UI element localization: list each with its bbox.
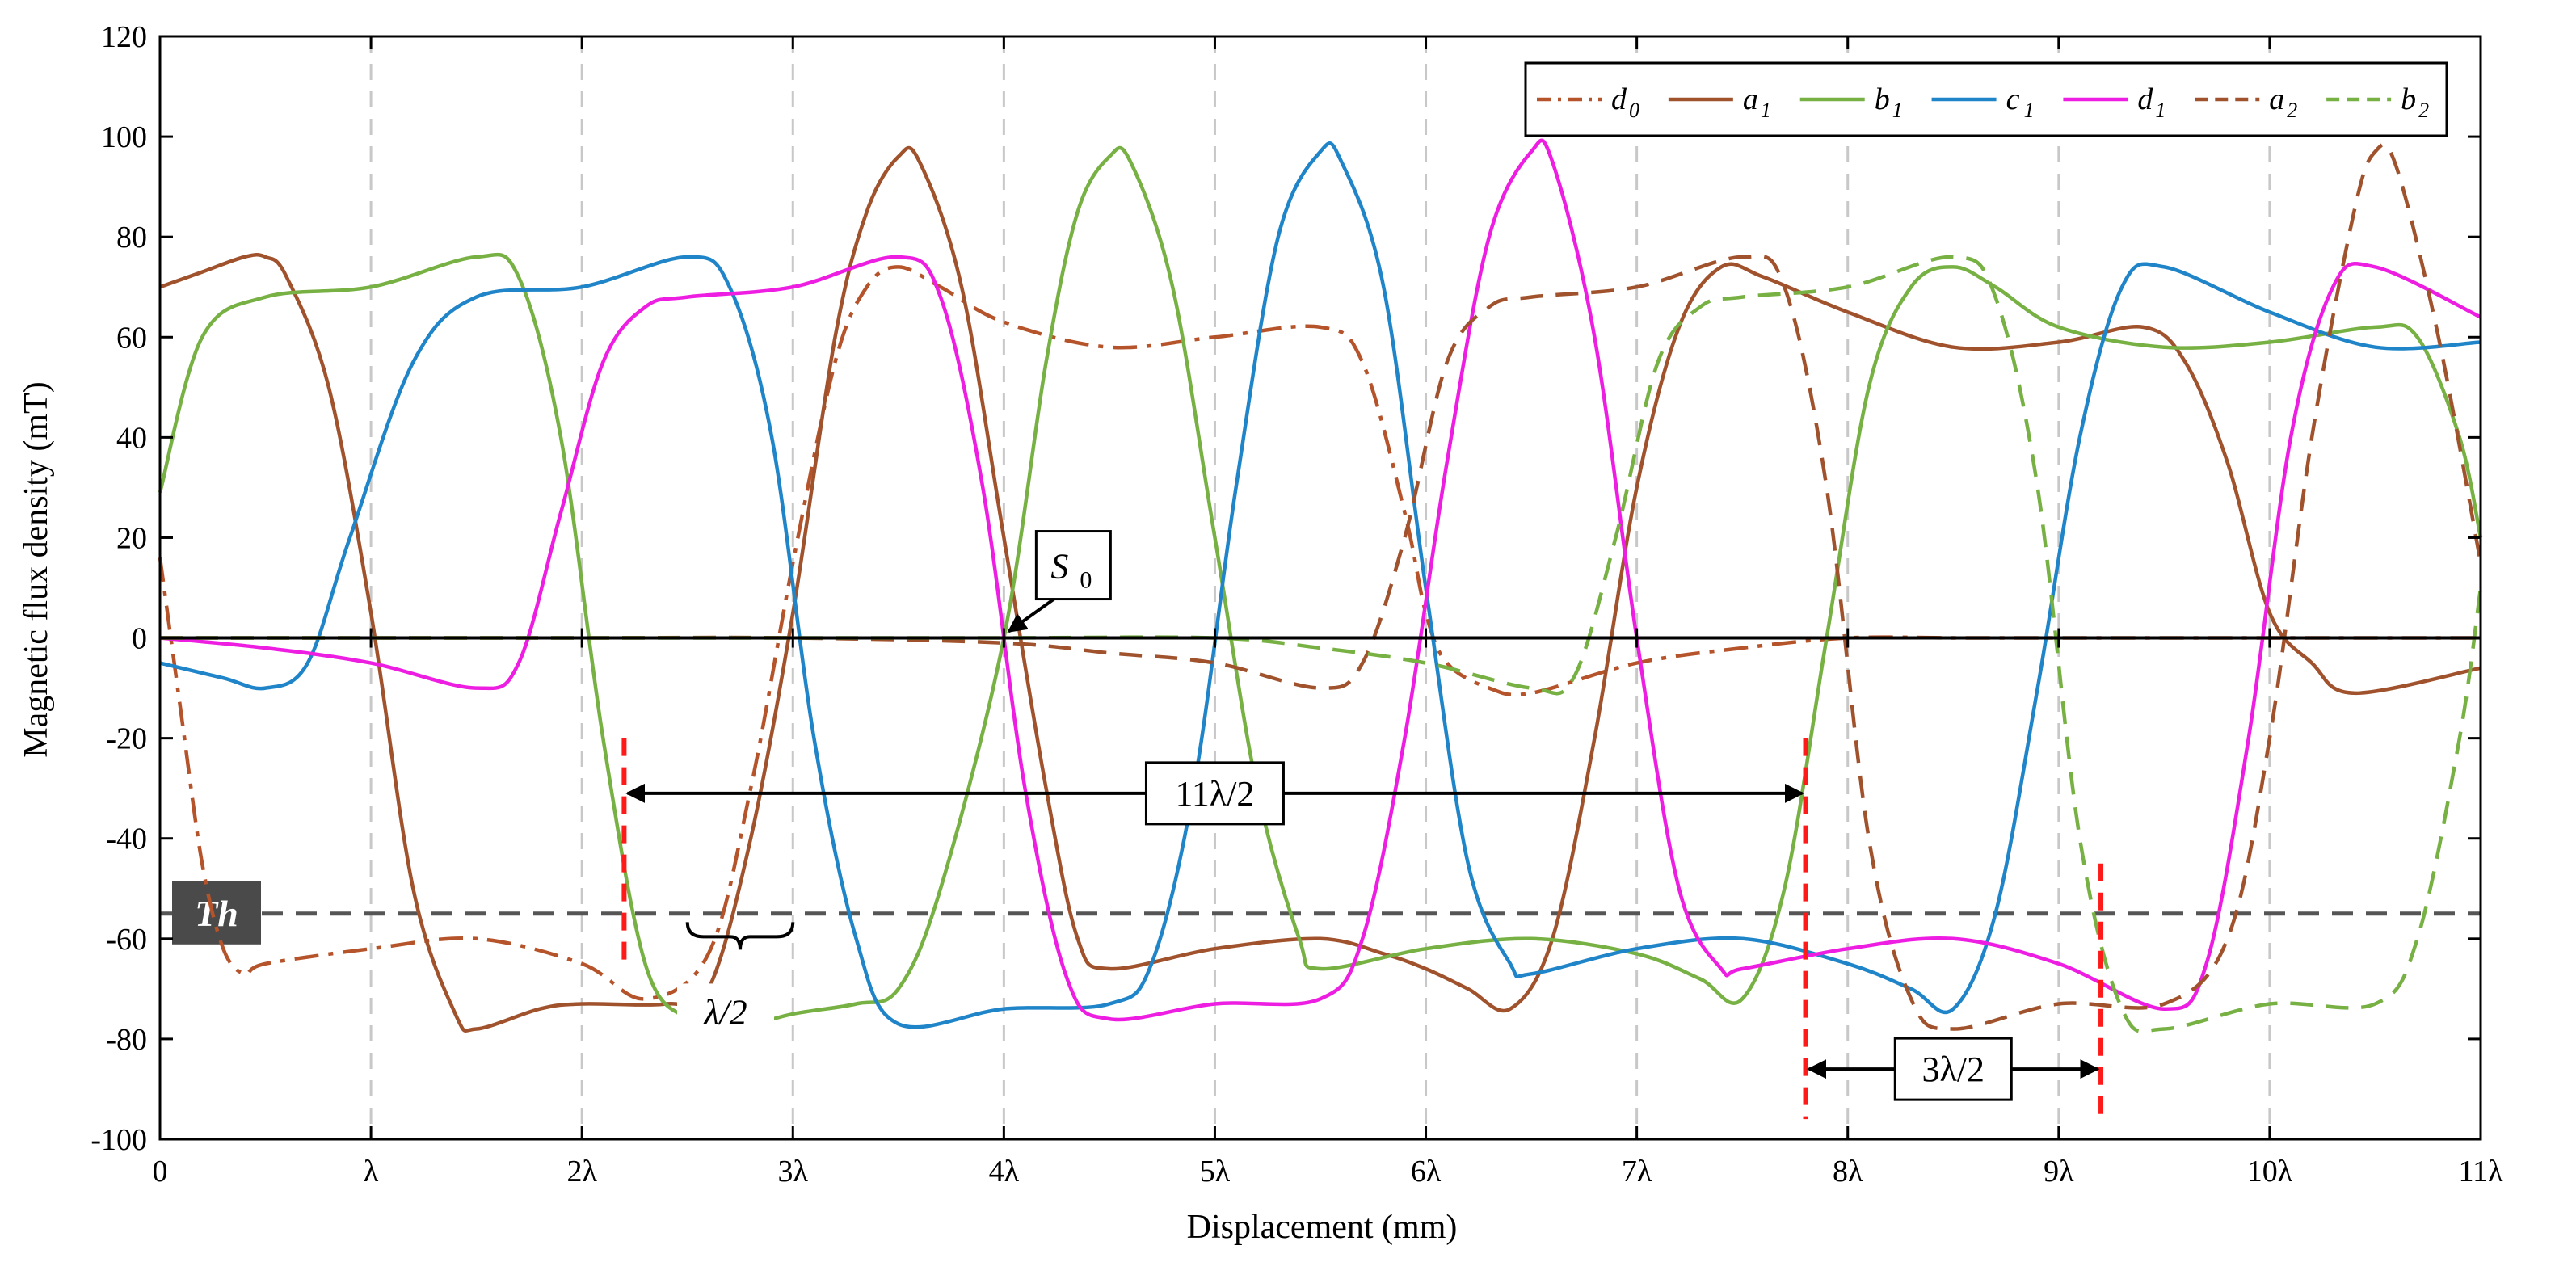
span-label-box (1893, 1037, 2013, 1101)
x-tick-label: λ (364, 1155, 379, 1189)
legend-subscript-d1: 1 (2155, 99, 2166, 122)
series-layer (158, 138, 2483, 1033)
axes-layer: 0 λ 2λ 3λ 4λ 5λ 6λ 7λ 8λ 9λ 10λ 11λ -100 -80 -60 -40 -20… (90, 20, 2503, 1189)
y-tick-label: 100 (101, 120, 147, 154)
plot-frame (158, 35, 2482, 1141)
y-tick-label: -40 (106, 823, 147, 856)
x-tick-label: 10λ (2247, 1155, 2293, 1189)
x-tick-label: 9λ (2044, 1155, 2074, 1189)
legend-label-d0: d (1611, 82, 1627, 116)
y-tick-label: 0 (132, 622, 147, 656)
series-line-a1 (159, 145, 2481, 1033)
y-tick-label: 40 (116, 421, 147, 455)
s0-arrow (1007, 597, 1055, 633)
x-tick-label: 11λ (2458, 1155, 2503, 1189)
legend-label-a1: a (1743, 82, 1758, 116)
y-tick-label: 120 (101, 20, 147, 54)
series-line-c1 (159, 141, 2481, 1029)
x-tick-label: 2λ (566, 1155, 597, 1189)
legend-subscript-b1: 1 (1892, 99, 1903, 122)
span-label: 3λ/2 (1921, 1050, 1985, 1089)
legend-subscript-b2: 2 (2418, 99, 2429, 122)
s0-label: S (1050, 547, 1068, 587)
legend-subscript-a1: 1 (1761, 99, 1771, 122)
x-tick-label: 4λ (989, 1155, 1020, 1189)
s0-label-box (1034, 530, 1112, 601)
series-line-d1 (159, 138, 2481, 1022)
series-line-a2 (160, 142, 2483, 1031)
legend-label-a2: a (2269, 82, 2284, 116)
x-tick-label: 3λ (778, 1155, 809, 1189)
legend-subscript-a2: 2 (2287, 99, 2297, 122)
y-axis-title: Magnetic flux density (mT) (18, 381, 55, 757)
x-axis-title: Displacement (mm) (1187, 1209, 1458, 1246)
brace (685, 922, 795, 950)
y-tick-label: 20 (116, 521, 147, 555)
legend-label-b2: b (2401, 82, 2416, 116)
y-tick-label: 80 (116, 221, 147, 255)
brace-label-bg (677, 983, 774, 1041)
annotation-layer: S 0 11λ/2 3λ/2 λ/2 (621, 530, 2104, 1120)
legend-label-c1: c (2006, 82, 2020, 116)
legend-subscript-d0: 0 (1629, 99, 1639, 122)
series-line-d0 (158, 265, 2481, 1001)
y-tick-label: -20 (106, 722, 147, 756)
y-tick-label: 60 (116, 321, 147, 355)
brace-label: λ/2 (702, 992, 747, 1032)
legend-label-d1: d (2137, 82, 2153, 116)
span-label-box (1144, 761, 1285, 826)
threshold-layer: Th (160, 881, 2481, 945)
s0-label-subscript: 0 (1080, 567, 1092, 594)
series-line-b1 (158, 145, 2483, 1032)
x-tick-label: 5λ (1200, 1155, 1231, 1189)
y-tick-label: -60 (106, 923, 147, 957)
threshold-label-box (172, 881, 261, 945)
grid-layer (369, 36, 2271, 1139)
y-tick-label: -100 (90, 1123, 147, 1157)
legend-subscript-c1: 1 (2024, 99, 2035, 122)
x-tick-label: 7λ (1622, 1155, 1652, 1189)
x-tick-label: 0 (153, 1155, 168, 1189)
y-tick-label: -80 (106, 1023, 147, 1057)
span-label: 11λ/2 (1175, 774, 1254, 814)
x-tick-label: 8λ (1833, 1155, 1863, 1189)
legend-label-b1: b (1875, 82, 1890, 116)
x-tick-label: 6λ (1411, 1155, 1442, 1189)
